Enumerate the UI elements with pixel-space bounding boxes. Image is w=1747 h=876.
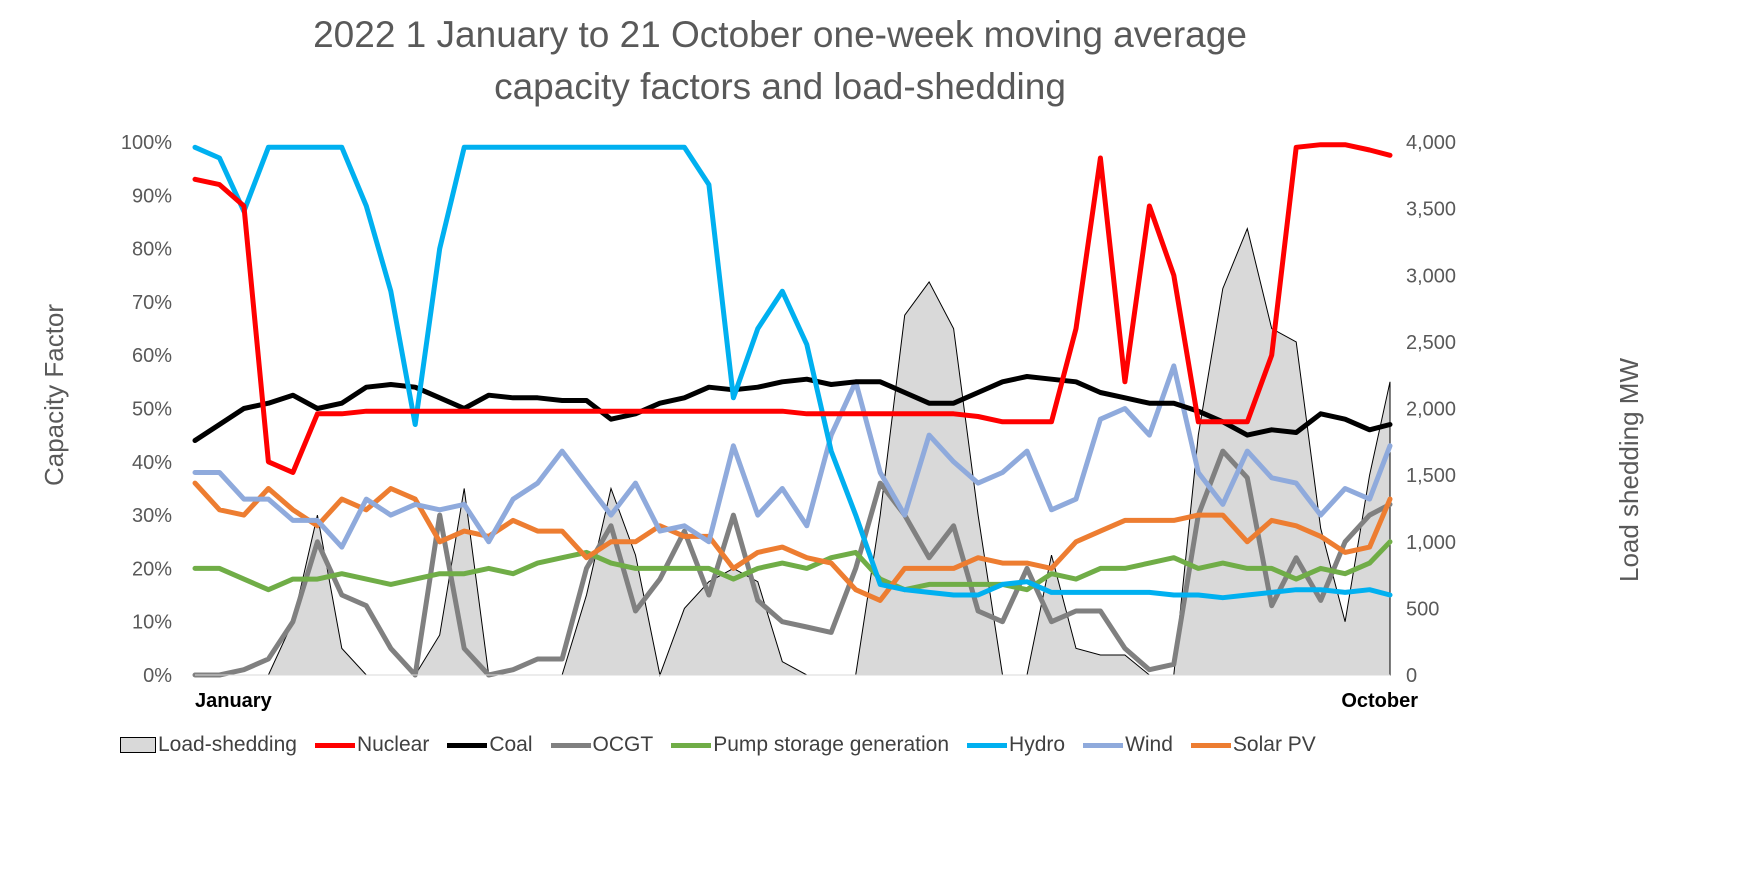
legend-swatch-coal [447, 742, 488, 748]
right-axis-tick-label: 500 [1406, 598, 1439, 620]
legend-item-nuclear: Nuclear [314, 733, 430, 757]
chart-title-line-2: capacity factors and load-shedding [494, 66, 1066, 107]
x-axis-tick-label-start: January [195, 690, 273, 712]
load-shedding-area [195, 226, 1391, 677]
legend-label: Solar PV [1232, 733, 1316, 756]
x-axis-tick-label-end: October [1341, 690, 1418, 712]
legend-item-wind: Wind [1083, 733, 1173, 757]
legend-swatch-solar-pv [1190, 742, 1231, 748]
right-axis-tick-label: 4,000 [1406, 132, 1456, 154]
series-line-ocgt [192, 448, 1393, 678]
legend-swatch-ocgt [550, 742, 591, 748]
legend-label: OCGT [592, 733, 654, 756]
legend-label: Coal [489, 733, 533, 756]
series-line-solar-pv [192, 480, 1393, 603]
left-axis-tick-label: 60% [132, 345, 172, 367]
legend-label: Nuclear [356, 733, 430, 756]
series-line-pump-storage-generation [192, 539, 1393, 593]
legend-swatch-nuclear [314, 742, 355, 748]
series-lines-layer [192, 142, 1393, 678]
legend-swatch-hydro [967, 742, 1008, 748]
left-axis-tick-label: 100% [121, 132, 172, 154]
legend-item-solar-pv: Solar PV [1190, 733, 1316, 757]
left-axis-tick-label: 0% [143, 665, 172, 687]
right-axis-tick-label: 2,500 [1406, 332, 1456, 354]
legend-item-hydro: Hydro [967, 733, 1065, 757]
left-axis-tick-label: 90% [132, 185, 172, 207]
legend-item-ocgt: OCGT [550, 733, 654, 757]
legend-item-load-shedding: Load-shedding [120, 733, 297, 757]
legend-swatch-load-shedding [120, 737, 156, 753]
right-axis-tick-label: 2,000 [1406, 399, 1456, 421]
right-axis-tick-label: 3,500 [1406, 199, 1456, 221]
series-line-wind [192, 363, 1393, 550]
left-axis-tick-label: 80% [132, 239, 172, 261]
legend: Load-shedding Nuclear Coal OCGT Pump sto… [120, 733, 1334, 757]
right-axis-tick-label: 0 [1406, 665, 1417, 687]
left-axis-tick-label: 50% [132, 399, 172, 421]
legend-label: Wind [1125, 733, 1173, 756]
legend-item-pump-storage: Pump storage generation [671, 733, 949, 757]
right-axis-tick-label: 1,500 [1406, 465, 1456, 487]
left-axis-tick-label: 70% [132, 292, 172, 314]
left-axis-tick-label: 20% [132, 558, 172, 580]
series-line-hydro [192, 144, 1393, 601]
right-axis-title: Load shedding MW [1614, 358, 1644, 582]
load-shedding-area-layer [195, 226, 1391, 677]
left-axis-tick-label: 30% [132, 505, 172, 527]
series-line-nuclear [192, 142, 1393, 475]
legend-label: Pump storage generation [713, 733, 950, 756]
left-axis-tick-label: 10% [132, 612, 172, 634]
left-axis-title: Capacity Factor [39, 304, 69, 486]
axes-layer: 0% 10% 20% 30% 40% 50% 60% 70% 80% 90% 100% 0 500 1,0… [39, 132, 1644, 712]
legend-swatch-pump-storage [671, 742, 712, 748]
legend-item-coal: Coal [447, 733, 533, 757]
left-axis-tick-label: 40% [132, 452, 172, 474]
legend-label: Hydro [1009, 733, 1066, 756]
legend-label: Load-shedding [158, 733, 297, 756]
chart-title-line-1: 2022 1 January to 21 October one-week mo… [313, 14, 1247, 55]
right-axis-tick-label: 3,000 [1406, 265, 1456, 287]
right-axis-tick-label: 1,000 [1406, 532, 1456, 554]
legend-swatch-wind [1083, 742, 1124, 748]
